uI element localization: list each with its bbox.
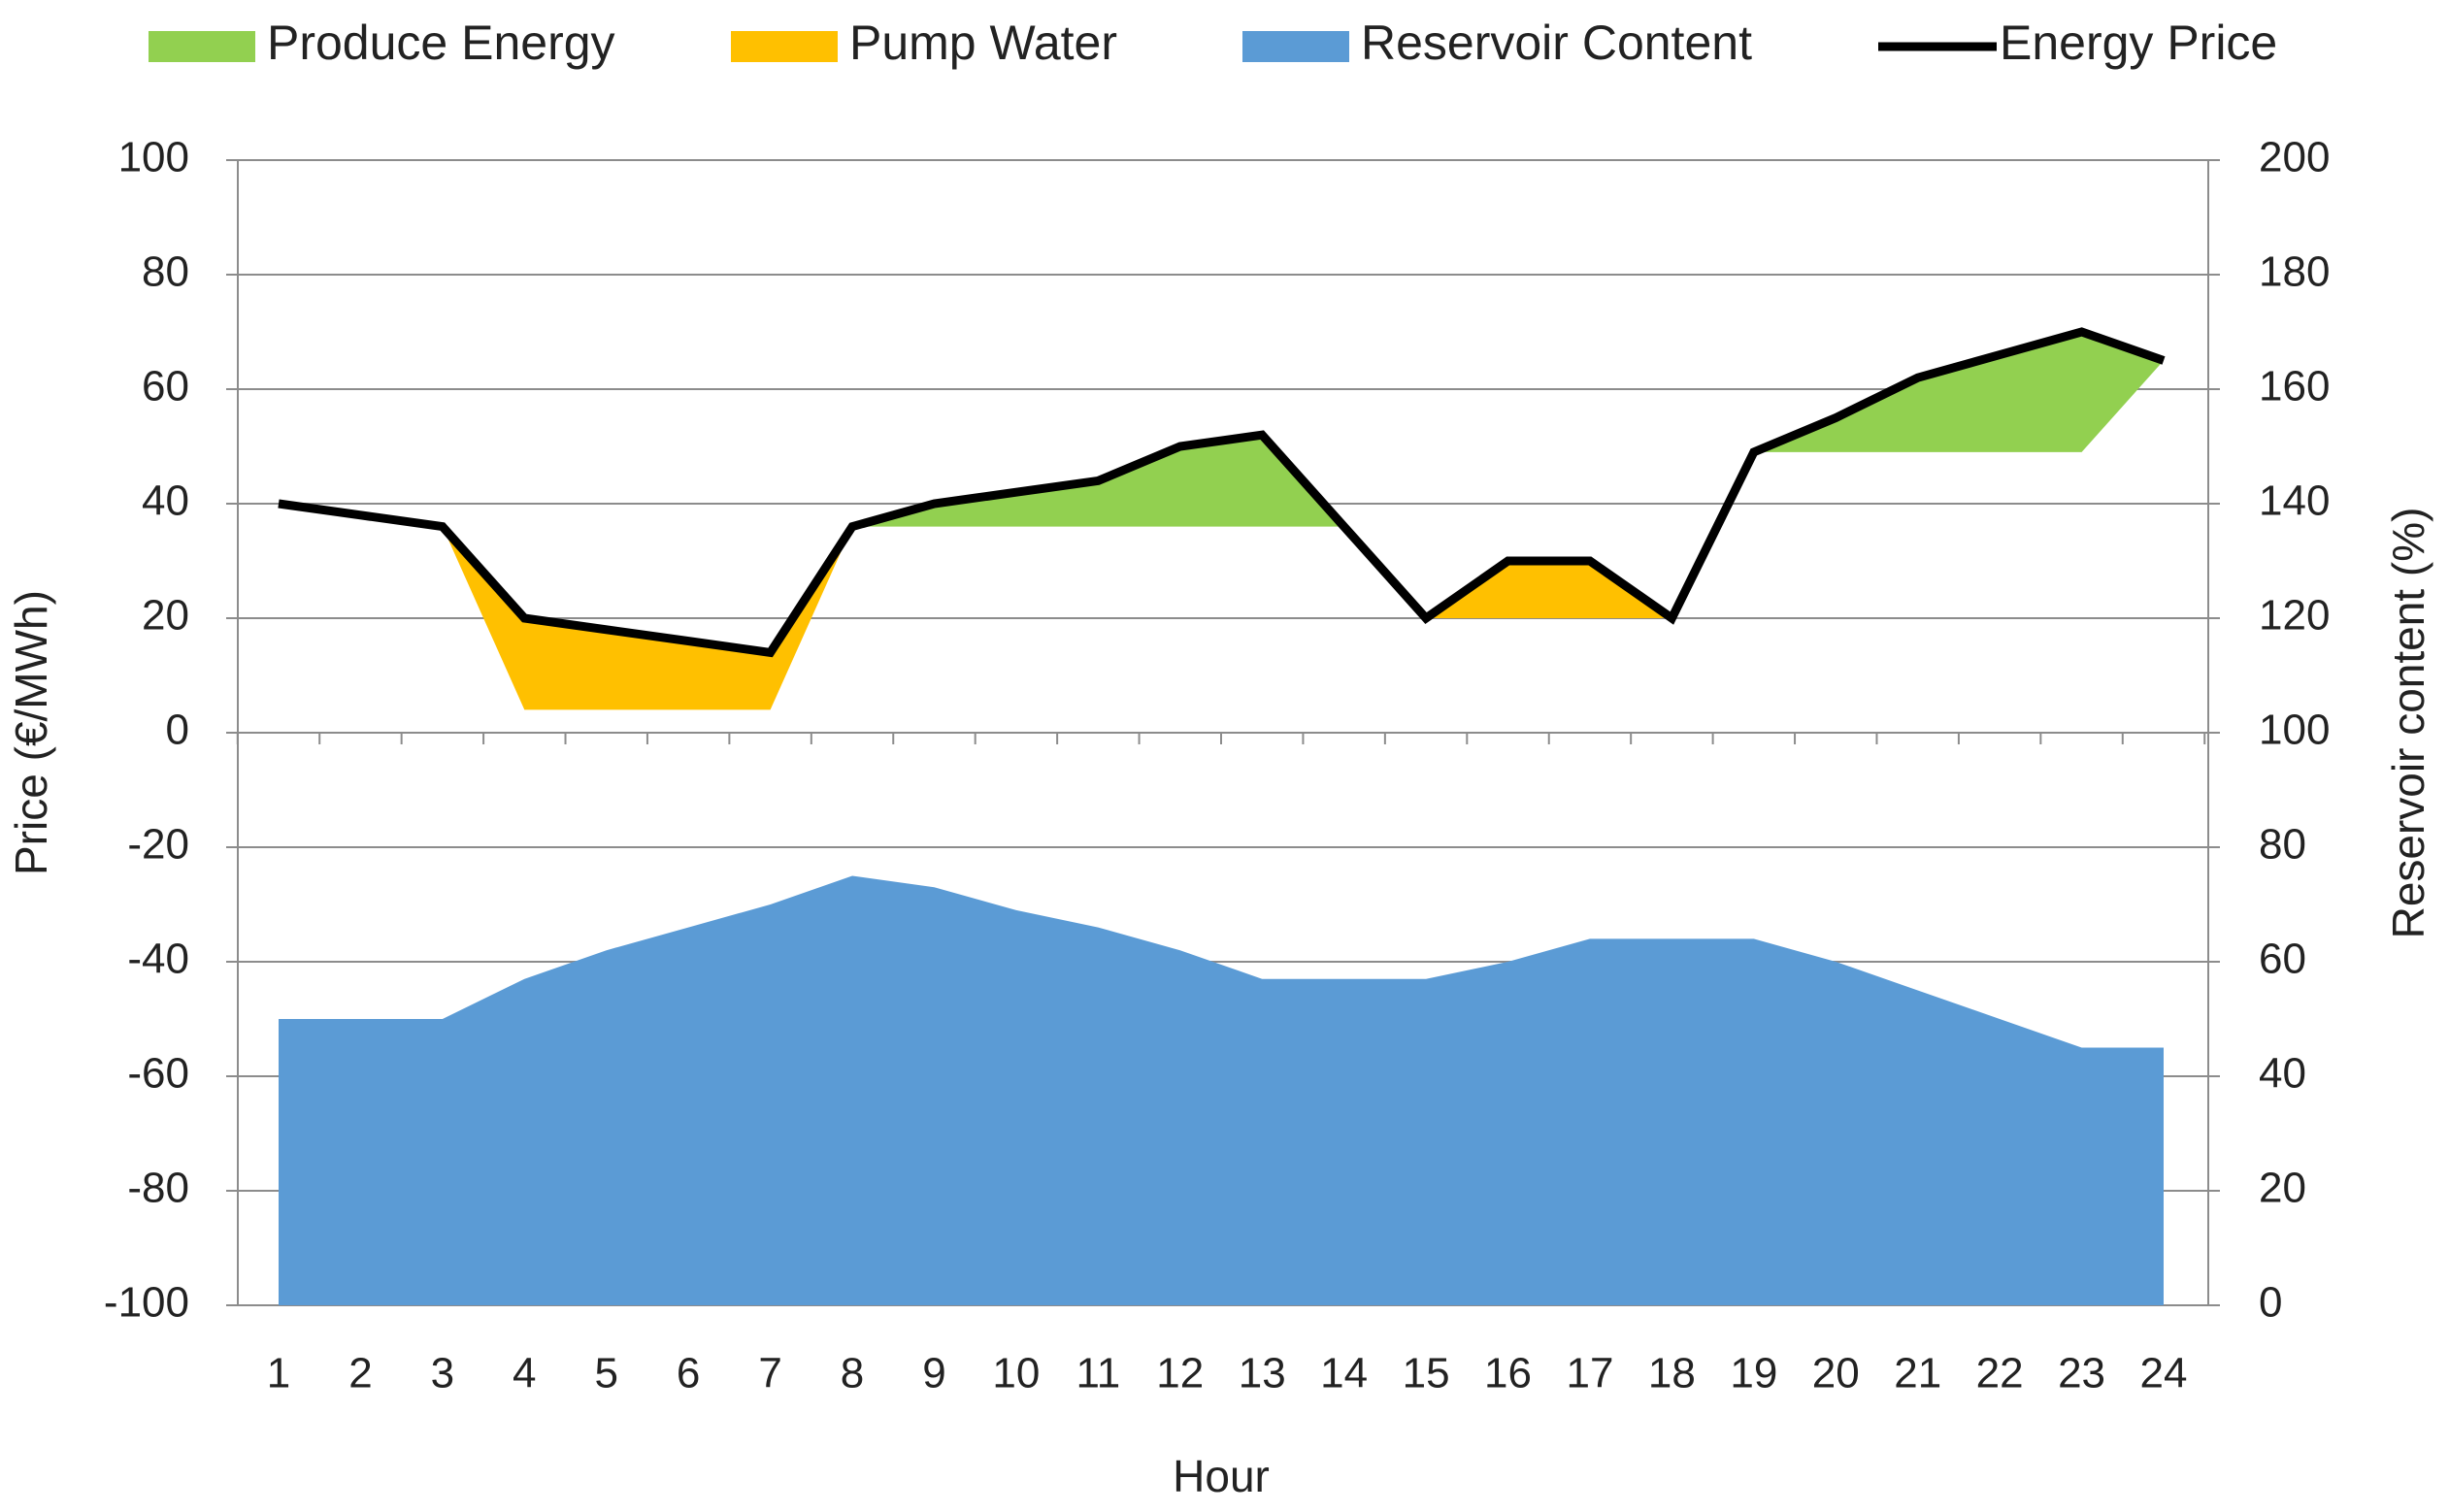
reservoir-layer [279,875,2164,1305]
legend-swatch-produce-energy [149,31,255,62]
pump-water-band-1 [442,526,853,710]
x-tick-label: 13 [1239,1350,1286,1397]
axes [226,159,2220,1306]
x-tick-label: 24 [2140,1350,2188,1397]
y-tick-label: -60 [127,1050,189,1098]
x-tick-label: 15 [1403,1350,1450,1397]
y-axis-title: Price (€/MWh) [6,590,56,875]
legend-label-energy-price: Energy Price [2000,16,2277,70]
x-tick-label: 11 [1076,1350,1121,1397]
energy-price-line [278,327,2166,658]
y2-tick-label: 180 [2259,248,2330,296]
y2-axis-title: Reservoir content (%) [2383,508,2433,939]
y-tick-label: 60 [142,363,189,411]
y-tick-label: 80 [142,248,189,296]
y2-tick-label: 140 [2259,477,2330,525]
legend: Produce Energy Pump Water Reservoir Conten… [149,16,2277,70]
legend-swatch-reservoir-content [1242,31,1349,62]
labels: 100806040200-20-40-60-80-100200180160140… [6,134,2433,1502]
y-tick-label: -40 [127,936,189,983]
y2-tick-label: 60 [2259,936,2306,983]
y-tick-label: 40 [142,477,189,525]
x-tick-label: 22 [1976,1350,2024,1397]
x-tick-label: 1 [267,1350,290,1397]
x-tick-label: 4 [513,1350,536,1397]
x-tick-label: 10 [992,1350,1040,1397]
x-tick-label: 23 [2058,1350,2105,1397]
price-layer [278,327,2166,658]
legend-label-reservoir-content: Reservoir Content [1361,16,1752,70]
legend-swatch-pump-water [731,31,838,62]
x-tick-label: 19 [1730,1350,1777,1397]
y-tick-label: 100 [118,134,189,181]
x-tick-label: 3 [431,1350,454,1397]
x-tick-label: 21 [1894,1350,1941,1397]
x-tick-label: 8 [841,1350,864,1397]
x-tick-label: 12 [1156,1350,1204,1397]
y2-tick-label: 160 [2259,363,2330,411]
x-tick-label: 17 [1566,1350,1613,1397]
x-tick-label: 2 [348,1350,372,1397]
y2-tick-label: 20 [2259,1165,2306,1212]
x-tick-label: 20 [1812,1350,1860,1397]
x-tick-label: 16 [1484,1350,1532,1397]
x-tick-label: 18 [1648,1350,1696,1397]
y-tick-label: -80 [127,1165,189,1212]
legend-label-pump-water: Pump Water [849,16,1117,70]
y-tick-label: -100 [104,1279,189,1327]
y2-tick-label: 80 [2259,821,2306,869]
x-tick-label: 5 [594,1350,617,1397]
y-tick-label: 0 [166,707,189,754]
y2-tick-label: 40 [2259,1050,2306,1098]
y2-tick-label: 120 [2259,592,2330,640]
y-tick-label: 20 [142,592,189,640]
y2-tick-label: 200 [2259,134,2330,181]
legend-label-produce-energy: Produce Energy [267,16,615,70]
x-tick-label: 14 [1320,1350,1368,1397]
produce-energy-band-2 [1753,332,2164,452]
y2-tick-label: 0 [2259,1279,2282,1327]
reservoir-content-area [279,875,2164,1305]
y2-tick-label: 100 [2259,707,2330,754]
x-tick-label: 7 [758,1350,781,1397]
y-tick-label: -20 [127,821,189,869]
x-axis-title: Hour [1173,1451,1270,1501]
x-tick-label: 6 [677,1350,700,1397]
x-tick-label: 9 [922,1350,945,1397]
